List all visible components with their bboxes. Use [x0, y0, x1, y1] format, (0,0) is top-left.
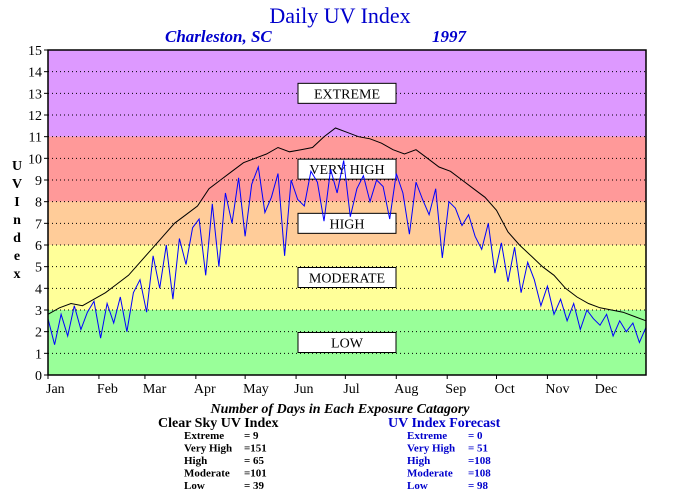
x-tick-label: Sep: [445, 382, 466, 397]
stats-label: Low: [407, 480, 428, 492]
chart-year: 1997: [432, 27, 468, 46]
stats-label: Extreme: [407, 430, 447, 442]
x-tick-labels: Jan Feb Mar Apr May Jun Jul Aug Sep Oct Nov Dec: [46, 375, 617, 397]
stats-value: = 9: [244, 430, 259, 442]
plot-frame: [47, 49, 647, 376]
stats-label: Very High: [184, 443, 232, 455]
stats-value: = 0: [468, 430, 483, 442]
y-tick-label: 13: [28, 87, 42, 102]
x-tick-label: Feb: [97, 382, 118, 397]
y-axis-label-char: I: [14, 195, 19, 210]
y-tick-label: 1: [35, 347, 42, 362]
stats-title-uv-index-forecast: UV Index Forecast: [388, 416, 501, 431]
category-labels: EXTREME VERY HIGH HIGH MODERATE LOW: [297, 82, 397, 353]
stats-label: Moderate: [407, 468, 453, 480]
category-label-high: HIGH: [330, 217, 365, 232]
stats-title-clear-sky-uv-index: Clear Sky UV Index: [158, 416, 278, 431]
stats-label: Very High: [407, 443, 455, 455]
stats-value: = 98: [468, 480, 489, 492]
category-label-box: [297, 267, 397, 288]
x-tick-label: Apr: [194, 382, 216, 397]
stats-value: =108: [468, 468, 491, 480]
stats-value: = 65: [244, 455, 265, 467]
series-line-uv-index-forecast: [47, 160, 647, 345]
category-label-box: [297, 212, 397, 234]
y-axis-label-char: e: [14, 249, 20, 264]
y-tick-label: 4: [35, 282, 42, 297]
y-axis-label-char: n: [13, 213, 21, 228]
y-tick-label: 5: [35, 261, 42, 276]
x-tick-label: Jul: [343, 382, 359, 397]
category-label-extreme: EXTREME: [314, 87, 380, 102]
y-tick-label: 8: [35, 196, 42, 211]
category-label-box: [297, 158, 397, 180]
days-caption: Number of Days in Each Exposure Catagory: [209, 402, 470, 417]
y-tick-label: 12: [28, 109, 42, 124]
stats-value: = 39: [244, 480, 265, 492]
stats-label: High: [184, 455, 207, 467]
stats-label: Moderate: [184, 468, 230, 480]
series-lines: [47, 127, 647, 345]
y-tick-label: 15: [28, 44, 42, 59]
y-tick-label: 10: [28, 152, 42, 167]
x-tick-label: Jun: [294, 382, 313, 397]
stats-value: =108: [468, 455, 491, 467]
y-tick-label: 11: [29, 131, 42, 146]
y-tick-label: 7: [35, 217, 42, 232]
y-tick-label: 6: [35, 239, 42, 254]
y-tick-label: 3: [35, 304, 42, 319]
series-line-clear-sky-uv-index: [47, 127, 647, 322]
category-label-box: [297, 332, 397, 353]
y-tick-label: 9: [35, 174, 42, 189]
stats-value: =151: [244, 443, 267, 455]
x-tick-label: Mar: [143, 382, 167, 397]
chart-title: Daily UV Index: [269, 3, 410, 28]
stats-value: = 51: [468, 443, 488, 455]
x-tick-label: May: [243, 382, 269, 397]
category-label-box: [297, 82, 397, 104]
stats-value: =101: [244, 468, 267, 480]
chart-location: Charleston, SC: [165, 27, 272, 46]
x-tick-label: Nov: [545, 382, 569, 397]
y-tick-label: 14: [28, 66, 42, 81]
x-tick-label: Dec: [595, 382, 618, 397]
stats-label: High: [407, 455, 430, 467]
category-label-very-high: VERY HIGH: [309, 163, 384, 178]
y-axis-label-char: V: [12, 177, 22, 192]
y-axis-label-char: d: [13, 231, 21, 246]
y-tick-label: 0: [35, 369, 42, 384]
y-axis-label-char: x: [14, 267, 21, 282]
x-tick-label: Jan: [46, 382, 65, 397]
x-tick-label: Aug: [394, 382, 418, 397]
category-label-low: LOW: [331, 337, 364, 352]
y-tick-label: 2: [35, 326, 42, 341]
x-tick-label: Oct: [495, 382, 515, 397]
y-axis-label-char: U: [12, 159, 22, 174]
category-label-moderate: MODERATE: [309, 272, 385, 287]
stats-label: Extreme: [184, 430, 224, 442]
stats-label: Low: [184, 480, 205, 492]
